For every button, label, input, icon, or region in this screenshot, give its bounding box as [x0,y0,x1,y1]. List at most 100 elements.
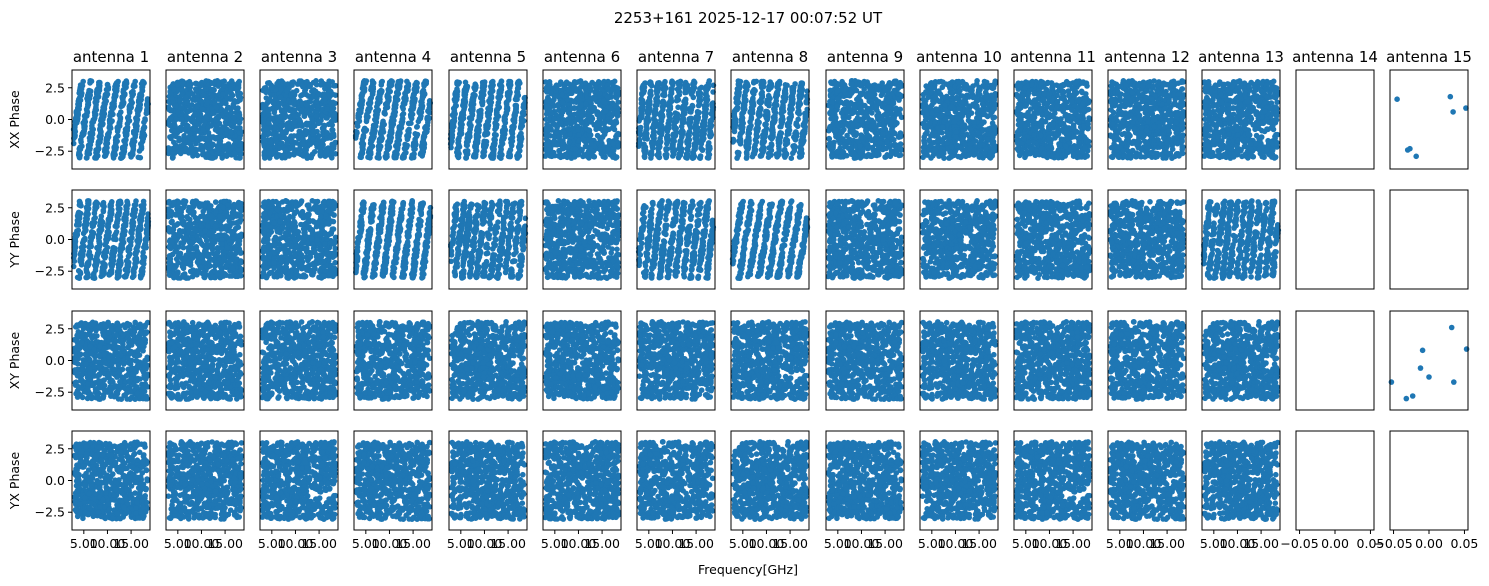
data-point [410,104,417,111]
data-point [193,88,199,94]
y-tick-label: −2.5 [35,144,65,159]
data-point [731,118,737,125]
data-point [668,97,674,103]
data-point [702,109,709,115]
data-point [286,124,292,131]
data-point [93,153,99,160]
data-point [423,124,430,131]
data-point [795,100,802,107]
data-point [272,135,279,141]
data-point [452,89,459,95]
data-point [199,106,206,112]
data-point [462,99,469,105]
data-point [757,111,763,117]
data-point [647,79,653,85]
data-point [129,142,136,148]
data-point [323,148,330,155]
data-point [85,98,91,105]
data-point [759,89,765,96]
data-point [298,107,304,114]
data-point [585,109,592,115]
data-point [228,78,235,84]
chart-title: 2253+161 2025-12-17 00:07:52 UT [614,9,883,27]
data-point [209,93,215,99]
data-point [238,141,245,147]
data-point [570,125,576,132]
data-point [749,153,756,160]
data-point [664,128,671,134]
data-point [85,147,92,153]
data-point [309,104,316,110]
data-point [449,131,456,138]
data-point [701,127,707,133]
data-point [652,106,659,112]
data-point [662,78,668,85]
data-point [740,120,746,126]
data-point [168,107,174,114]
data-point [117,116,124,122]
data-point [81,119,87,125]
data-point [141,132,148,139]
data-point [267,96,273,102]
data-point [518,117,525,124]
data-point [788,155,795,161]
data-point [603,108,609,114]
data-point [496,90,502,97]
data-point [548,90,554,97]
data-point [400,106,407,112]
data-point [480,88,487,94]
data-point [136,148,143,154]
data-point [554,142,561,148]
data-point [610,154,616,160]
data-point [324,130,330,136]
data-point [282,147,289,153]
data-point [406,126,412,133]
data-point [286,85,292,92]
data-point [652,121,658,127]
data-point [508,142,515,149]
column-title-5: antenna 5 [450,48,526,66]
data-point [232,138,239,144]
data-point [487,108,494,114]
data-point [676,145,682,152]
data-point [300,83,306,90]
data-point [474,139,481,145]
data-point [392,152,399,158]
data-point [383,150,390,156]
data-point [227,129,234,135]
data-point [178,105,185,111]
data-point [81,126,88,132]
data-point [706,144,713,151]
data-point [376,146,383,152]
data-point [461,87,468,93]
data-point [387,136,394,143]
data-point [404,136,411,143]
data-point [399,121,405,127]
column-title-3: antenna 3 [261,48,337,66]
data-point [207,136,213,142]
data-point [95,90,102,96]
data-point [696,91,703,98]
data-point [115,78,121,85]
data-point [768,147,775,154]
data-point [788,104,795,111]
data-point [647,89,654,96]
column-title-2: antenna 2 [167,48,243,66]
data-point [236,130,243,136]
data-point [485,122,492,129]
data-point [503,109,510,116]
data-point [80,132,86,138]
data-point [611,78,618,85]
data-point [317,149,323,155]
data-point [464,137,471,144]
data-point [790,96,796,103]
panel-r1-c8 [730,69,811,170]
data-point [105,86,111,92]
data-point [560,109,566,115]
data-point [594,132,601,139]
data-point [169,154,176,160]
data-point [90,126,96,133]
data-point [395,84,401,90]
data-point [765,92,772,99]
column-title-6: antenna 6 [544,48,620,66]
